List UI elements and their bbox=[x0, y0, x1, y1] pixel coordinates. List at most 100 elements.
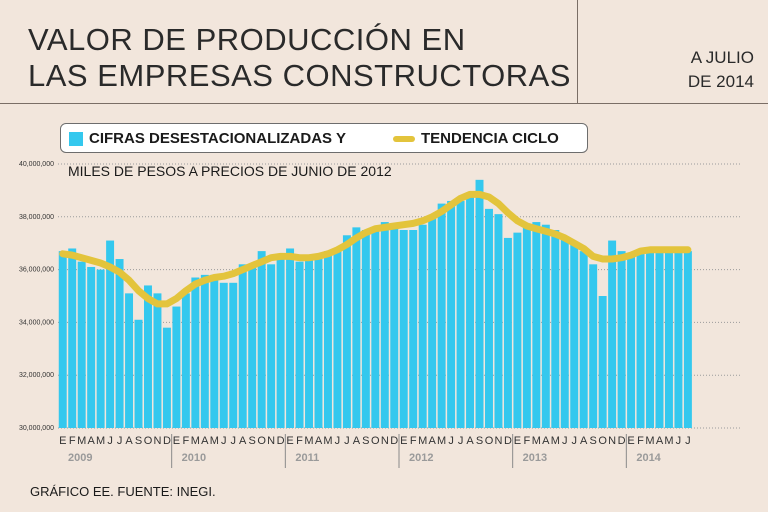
chart-title-line2: LAS EMPRESAS CONSTRUCTORAS bbox=[28, 58, 571, 93]
x-month-label: O bbox=[598, 435, 607, 447]
data-bar bbox=[513, 232, 522, 428]
x-month-label: F bbox=[410, 435, 417, 447]
y-tick-label: 34,000,000 bbox=[19, 319, 54, 326]
data-bar bbox=[683, 251, 692, 428]
source-footer: GRÁFICO EE. FUENTE: INEGI. bbox=[30, 484, 216, 499]
x-month-label: J bbox=[676, 435, 682, 447]
x-month-label: A bbox=[580, 435, 588, 447]
date-line2: DE 2014 bbox=[687, 72, 754, 91]
x-month-label: E bbox=[400, 435, 407, 447]
data-bar bbox=[617, 251, 626, 428]
data-bar bbox=[664, 251, 673, 428]
x-month-label: M bbox=[210, 435, 219, 447]
chart-subtitle: MILES DE PESOS A PRECIOS DE JUNIO DE 201… bbox=[68, 163, 392, 179]
x-month-label: S bbox=[362, 435, 369, 447]
y-tick-label: 36,000,000 bbox=[19, 267, 54, 274]
x-month-label: O bbox=[371, 435, 380, 447]
data-bar bbox=[371, 230, 380, 428]
data-bar bbox=[257, 251, 266, 428]
x-month-label: J bbox=[335, 435, 341, 447]
data-bar bbox=[503, 237, 512, 428]
legend-trend-label: TENDENCIA CICLO bbox=[421, 130, 559, 147]
data-bar bbox=[286, 248, 295, 428]
x-month-label: E bbox=[286, 435, 293, 447]
data-bar bbox=[646, 251, 654, 428]
x-month-label: J bbox=[230, 435, 236, 447]
x-month-label: A bbox=[87, 435, 95, 447]
data-bar bbox=[541, 224, 550, 428]
x-month-label: M bbox=[77, 435, 86, 447]
x-month-label: N bbox=[494, 435, 502, 447]
data-bar bbox=[323, 251, 332, 428]
x-month-label: E bbox=[173, 435, 180, 447]
x-month-label: S bbox=[249, 435, 256, 447]
x-month-label: M bbox=[664, 435, 673, 447]
data-bar bbox=[475, 179, 484, 428]
x-month-label: A bbox=[656, 435, 664, 447]
x-month-label: N bbox=[153, 435, 161, 447]
x-month-label: E bbox=[627, 435, 634, 447]
chart-title-line1: VALOR DE PRODUCCIÓN EN bbox=[28, 22, 466, 57]
data-bar bbox=[399, 230, 408, 428]
x-month-label: F bbox=[524, 435, 531, 447]
x-month-label: F bbox=[183, 435, 190, 447]
data-bar bbox=[248, 266, 257, 428]
x-month-label: A bbox=[466, 435, 474, 447]
x-month-label: E bbox=[514, 435, 521, 447]
x-month-label: F bbox=[637, 435, 644, 447]
x-month-label: O bbox=[144, 435, 153, 447]
data-bar bbox=[219, 282, 228, 428]
x-month-label: F bbox=[296, 435, 303, 447]
x-month-label: M bbox=[418, 435, 427, 447]
x-month-label: J bbox=[107, 435, 113, 447]
data-bar bbox=[522, 227, 531, 428]
x-year-label: 2013 bbox=[523, 452, 547, 464]
x-month-label: S bbox=[476, 435, 483, 447]
x-month-label: J bbox=[571, 435, 577, 447]
y-tick-label: 40,000,000 bbox=[19, 161, 54, 168]
x-month-label: M bbox=[304, 435, 313, 447]
x-month-label: N bbox=[381, 435, 389, 447]
data-bar bbox=[295, 261, 304, 428]
data-bar bbox=[409, 230, 418, 428]
date-line1: A JULIO bbox=[690, 48, 754, 67]
data-bar bbox=[466, 195, 475, 428]
legend: CIFRAS DESESTACIONALIZADAS Y TENDENCIA C… bbox=[60, 123, 588, 153]
data-bar bbox=[494, 214, 503, 428]
data-bar bbox=[437, 203, 446, 428]
y-tick-label: 32,000,000 bbox=[19, 372, 54, 379]
data-bar bbox=[115, 259, 124, 428]
data-bar bbox=[276, 256, 285, 428]
x-month-label: O bbox=[485, 435, 494, 447]
data-bar bbox=[352, 227, 361, 428]
data-bar bbox=[579, 251, 588, 428]
x-month-label: J bbox=[685, 435, 691, 447]
x-month-label: J bbox=[117, 435, 123, 447]
data-bar bbox=[125, 293, 134, 428]
data-bar bbox=[144, 285, 152, 428]
legend-trend-swatch bbox=[393, 136, 415, 142]
data-bar bbox=[333, 248, 342, 428]
x-month-label: A bbox=[542, 435, 550, 447]
x-year-label: 2012 bbox=[409, 452, 433, 464]
x-month-label: D bbox=[163, 435, 171, 447]
x-year-label: 2010 bbox=[182, 452, 206, 464]
data-bar bbox=[153, 293, 162, 428]
data-bar bbox=[68, 248, 77, 428]
x-month-label: J bbox=[344, 435, 350, 447]
data-bar bbox=[551, 230, 560, 428]
data-bar bbox=[589, 264, 598, 428]
x-month-label: A bbox=[428, 435, 436, 447]
data-bar bbox=[674, 251, 683, 428]
x-month-label: D bbox=[277, 435, 285, 447]
x-month-label: M bbox=[191, 435, 200, 447]
data-bar bbox=[636, 251, 645, 428]
x-month-label: J bbox=[562, 435, 568, 447]
data-bar bbox=[570, 243, 579, 428]
x-month-label: M bbox=[437, 435, 446, 447]
data-bar bbox=[608, 240, 617, 428]
data-bar bbox=[229, 282, 238, 428]
data-bar bbox=[314, 259, 323, 428]
x-month-label: J bbox=[448, 435, 454, 447]
